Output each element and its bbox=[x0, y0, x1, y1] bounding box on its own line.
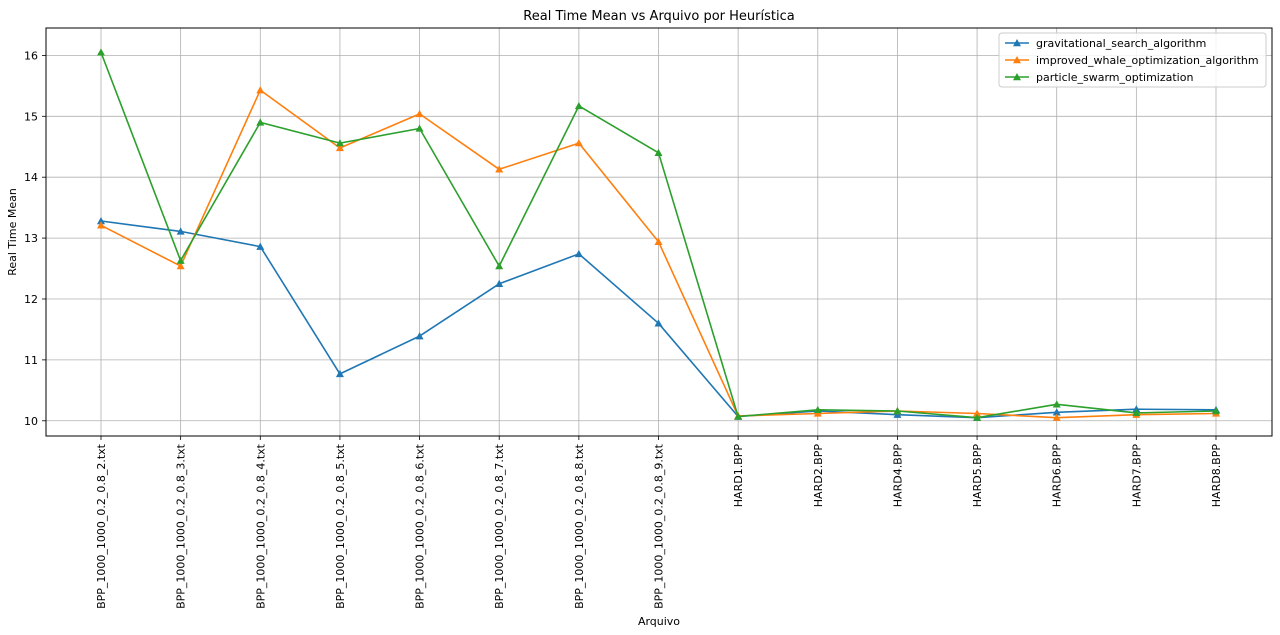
x-tick-label: HARD4.BPP bbox=[891, 444, 904, 508]
x-tick-label: HARD7.BPP bbox=[1130, 444, 1143, 508]
y-tick-label: 14 bbox=[24, 171, 38, 184]
x-tick-label: HARD2.BPP bbox=[812, 444, 825, 508]
data-point bbox=[734, 412, 743, 420]
data-point bbox=[1132, 408, 1141, 417]
x-tick-label: BPP_1000_1000_0.2_0.8_2.txt bbox=[95, 443, 108, 609]
data-point bbox=[97, 221, 105, 229]
data-point bbox=[574, 249, 583, 258]
data-point bbox=[256, 242, 265, 250]
data-point bbox=[1052, 408, 1061, 416]
data-point bbox=[1052, 400, 1061, 408]
y-tick-label: 15 bbox=[24, 110, 38, 123]
y-tick-label: 13 bbox=[24, 232, 38, 245]
data-point bbox=[1132, 405, 1141, 413]
legend-item: gravitational_search_algorithm bbox=[1005, 37, 1206, 50]
y-tick-label: 10 bbox=[24, 415, 38, 428]
data-point bbox=[176, 227, 185, 235]
x-tick-label: HARD1.BPP bbox=[732, 444, 745, 508]
legend-marker bbox=[1013, 56, 1021, 64]
data-point bbox=[256, 86, 265, 94]
data-point bbox=[654, 148, 663, 157]
data-point bbox=[176, 256, 185, 264]
legend-label: gravitational_search_algorithm bbox=[1036, 37, 1206, 50]
data-point bbox=[495, 262, 504, 270]
legend-marker bbox=[1013, 73, 1021, 81]
data-point bbox=[415, 124, 424, 132]
legend-label: improved_whale_optimization_algorithm bbox=[1036, 54, 1259, 67]
y-tick-label: 11 bbox=[24, 354, 38, 367]
x-tick-label: BPP_1000_1000_0.2_0.8_6.txt bbox=[414, 443, 427, 609]
data-point bbox=[654, 237, 663, 245]
x-axis-label: Arquivo bbox=[638, 615, 680, 628]
chart-title: Real Time Mean vs Arquivo por Heurística bbox=[523, 9, 794, 24]
data-point bbox=[335, 369, 344, 378]
axes: BPP_1000_1000_0.2_0.8_2.txt BPP_1000_1000… bbox=[24, 49, 1223, 609]
x-tick-label: BPP_1000_1000_0.2_0.8_9.txt bbox=[653, 443, 666, 609]
legend-marker bbox=[1013, 39, 1021, 47]
data-point bbox=[973, 413, 982, 421]
series-particle_swarm_optimization bbox=[97, 48, 1220, 421]
y-axis-label: Real Time Mean bbox=[6, 188, 19, 276]
x-tick-label: HARD6.BPP bbox=[1051, 444, 1064, 508]
x-tick-label: HARD8.BPP bbox=[1210, 444, 1223, 508]
x-tick-label: BPP_1000_1000_0.2_0.8_4.txt bbox=[254, 443, 267, 609]
legend-label: particle_swarm_optimization bbox=[1036, 71, 1193, 84]
series-group bbox=[97, 48, 1220, 421]
data-point bbox=[97, 217, 105, 225]
data-point bbox=[97, 48, 105, 56]
y-tick-label: 16 bbox=[24, 49, 38, 62]
data-point bbox=[973, 409, 982, 417]
x-tick-label: BPP_1000_1000_0.2_0.8_8.txt bbox=[573, 443, 586, 609]
data-point bbox=[813, 409, 822, 417]
legend-item: particle_swarm_optimization bbox=[1005, 71, 1193, 84]
legend-item: improved_whale_optimization_algorithm bbox=[1005, 54, 1259, 67]
plot-area-frame bbox=[45, 27, 1273, 437]
x-tick-label: BPP_1000_1000_0.2_0.8_5.txt bbox=[334, 443, 347, 609]
data-point bbox=[415, 332, 424, 340]
data-point bbox=[1212, 407, 1220, 415]
x-tick-label: BPP_1000_1000_0.2_0.8_3.txt bbox=[175, 443, 188, 609]
data-point bbox=[893, 410, 902, 418]
y-tick-label: 12 bbox=[24, 293, 38, 306]
legend-box bbox=[998, 32, 1267, 88]
data-point bbox=[176, 262, 185, 270]
data-point bbox=[893, 407, 902, 415]
data-point bbox=[495, 165, 504, 173]
data-point bbox=[574, 139, 583, 147]
x-tick-label: HARD5.BPP bbox=[971, 444, 984, 508]
data-point bbox=[415, 109, 424, 118]
legend: gravitational_search_algorithm improved_w… bbox=[998, 32, 1267, 88]
data-point bbox=[495, 279, 504, 287]
data-point bbox=[1052, 413, 1061, 421]
data-point bbox=[335, 143, 344, 152]
x-tick-label: BPP_1000_1000_0.2_0.8_7.txt bbox=[493, 443, 506, 609]
data-point bbox=[654, 319, 663, 327]
data-point bbox=[335, 139, 344, 147]
data-point bbox=[256, 118, 265, 126]
data-point bbox=[574, 101, 583, 110]
data-point bbox=[813, 405, 822, 414]
